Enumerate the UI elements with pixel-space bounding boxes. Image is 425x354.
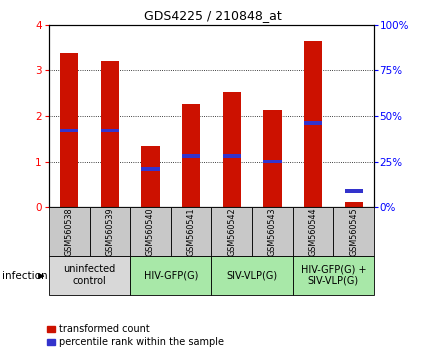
Bar (333, 207, 374, 256)
Text: infection: infection (2, 271, 48, 281)
Text: GSM560538: GSM560538 (65, 207, 74, 256)
Bar (60, 53, 78, 207)
Bar (90, 207, 130, 256)
Bar (171, 207, 211, 256)
Bar (304, 121, 322, 125)
Legend: transformed count, percentile rank within the sample: transformed count, percentile rank withi… (47, 325, 224, 347)
Text: SIV-VLP(G): SIV-VLP(G) (227, 270, 278, 280)
Text: GSM560544: GSM560544 (309, 207, 317, 256)
Text: GSM560541: GSM560541 (187, 207, 196, 256)
Text: HIV-GFP(G): HIV-GFP(G) (144, 270, 198, 280)
Bar (223, 92, 241, 207)
Text: GSM560542: GSM560542 (227, 207, 236, 256)
Bar (60, 129, 78, 132)
Bar (345, 202, 363, 207)
Text: uninfected
control: uninfected control (63, 264, 116, 286)
Bar (223, 154, 241, 158)
Bar (182, 104, 200, 207)
Bar (182, 154, 200, 158)
Bar (345, 189, 363, 193)
Bar (211, 207, 252, 256)
Bar (142, 167, 160, 171)
Bar (101, 129, 119, 132)
Bar (130, 256, 211, 295)
Bar (101, 61, 119, 207)
Bar (263, 110, 281, 207)
Bar (130, 207, 171, 256)
Text: HIV-GFP(G) +
SIV-VLP(G): HIV-GFP(G) + SIV-VLP(G) (300, 264, 366, 286)
Bar (304, 41, 322, 207)
Text: GSM560543: GSM560543 (268, 207, 277, 256)
Bar (142, 145, 160, 207)
Text: GSM560540: GSM560540 (146, 207, 155, 256)
Bar (263, 160, 281, 163)
Bar (211, 256, 293, 295)
Bar (49, 207, 90, 256)
Text: GSM560545: GSM560545 (349, 207, 358, 256)
Text: GDS4225 / 210848_at: GDS4225 / 210848_at (144, 9, 281, 22)
Text: GSM560539: GSM560539 (105, 207, 114, 256)
Bar (293, 256, 374, 295)
Bar (252, 207, 293, 256)
Bar (49, 256, 130, 295)
Bar (293, 207, 333, 256)
